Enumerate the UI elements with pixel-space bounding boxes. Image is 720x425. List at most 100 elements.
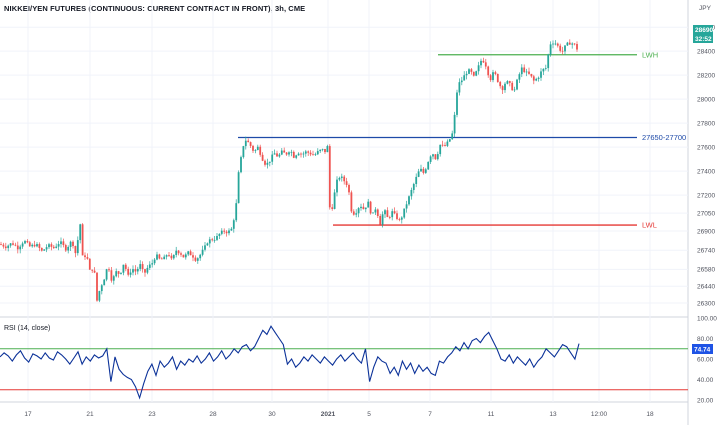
candle-body bbox=[480, 60, 482, 66]
candle-body bbox=[206, 243, 209, 246]
candle-body bbox=[429, 156, 432, 162]
candle-body bbox=[312, 154, 314, 156]
candle-body bbox=[458, 82, 461, 93]
candle-body bbox=[475, 71, 478, 76]
candle-body bbox=[388, 217, 391, 218]
candle-body bbox=[160, 258, 163, 260]
rsi-title: RSI (14, close) bbox=[4, 325, 50, 332]
time-tick-label: 11 bbox=[488, 411, 495, 418]
candle-body bbox=[105, 269, 108, 280]
candle-body bbox=[496, 73, 499, 83]
candle-body bbox=[540, 71, 542, 78]
candle-body bbox=[381, 214, 384, 225]
candle-body bbox=[494, 72, 497, 74]
candle-body bbox=[410, 189, 413, 197]
candle-body bbox=[43, 249, 46, 251]
candle-body bbox=[134, 269, 137, 272]
candle-body bbox=[268, 161, 271, 163]
candle-body bbox=[36, 244, 38, 247]
candle-body bbox=[247, 140, 250, 143]
level-lines: LWH 27650-27700 LWL bbox=[238, 50, 686, 230]
candle-body bbox=[158, 254, 161, 259]
candle-body bbox=[153, 259, 156, 264]
candle-body bbox=[256, 146, 259, 150]
candle-body bbox=[441, 144, 444, 146]
candle-body bbox=[424, 169, 427, 173]
candle-body bbox=[156, 254, 158, 260]
candle-body bbox=[328, 146, 331, 208]
candle-body bbox=[124, 264, 127, 269]
candle-body bbox=[112, 276, 115, 281]
candle-body bbox=[288, 152, 290, 155]
candle-body bbox=[0, 244, 2, 246]
candle-body bbox=[566, 42, 569, 46]
candle-body bbox=[324, 148, 326, 153]
candle-body bbox=[436, 154, 439, 160]
candle-body bbox=[451, 133, 454, 140]
chart-title: NIKKEI/YEN FUTURES (CONTINUOUS: CURRENT … bbox=[4, 4, 306, 13]
candle-body bbox=[547, 54, 550, 69]
candle-body bbox=[170, 255, 173, 259]
candle-body bbox=[225, 231, 228, 234]
rsi-tag-value: 74.74 bbox=[694, 347, 711, 354]
price-tick-label: 27050 bbox=[697, 210, 715, 217]
candle-body bbox=[520, 67, 523, 75]
rsi-tag-bg bbox=[692, 344, 713, 354]
candle-body bbox=[266, 162, 269, 165]
candle-body bbox=[50, 244, 53, 247]
candle-body bbox=[405, 204, 408, 209]
candle-body bbox=[477, 65, 480, 72]
candle-body bbox=[292, 151, 295, 158]
candle-body bbox=[48, 244, 50, 248]
candle-body bbox=[57, 244, 60, 247]
candle-body bbox=[326, 146, 329, 153]
candle-body bbox=[120, 272, 122, 274]
candle-body bbox=[352, 211, 355, 215]
candle-body bbox=[492, 72, 494, 81]
candle-body bbox=[264, 160, 266, 165]
candle-body bbox=[273, 153, 276, 155]
candle-body bbox=[201, 249, 204, 255]
candle-body bbox=[516, 79, 518, 90]
candle-body bbox=[355, 213, 358, 215]
candle-body bbox=[372, 212, 374, 214]
candle-body bbox=[187, 251, 190, 255]
candle-body bbox=[84, 255, 86, 258]
candle-body bbox=[223, 230, 226, 232]
candle-body bbox=[252, 145, 254, 151]
candle-body bbox=[199, 254, 202, 259]
rsi-tick-label: 60.00 bbox=[697, 356, 714, 363]
candle-body bbox=[254, 149, 257, 151]
candle-body bbox=[103, 279, 106, 286]
candle-body bbox=[67, 246, 70, 251]
candle-body bbox=[144, 269, 146, 273]
candle-body bbox=[384, 210, 386, 215]
candle-body bbox=[448, 139, 451, 142]
candle-body bbox=[141, 264, 144, 270]
candle-body bbox=[556, 43, 559, 46]
candle-body bbox=[367, 201, 370, 208]
candle-body bbox=[309, 152, 312, 155]
candle-body bbox=[316, 151, 319, 155]
time-tick-label: 18 bbox=[646, 411, 654, 418]
price-tick-label: 27400 bbox=[697, 168, 715, 175]
time-tick-label: 17 bbox=[24, 411, 32, 418]
candle-body bbox=[374, 209, 377, 213]
candle-body bbox=[122, 264, 125, 273]
candle-body bbox=[532, 76, 535, 81]
candle-body bbox=[470, 69, 473, 72]
candle-body bbox=[189, 251, 192, 256]
candle-body bbox=[240, 157, 242, 173]
candle-body bbox=[345, 181, 348, 185]
candle-body bbox=[300, 153, 302, 155]
time-tick-label: 12:00 bbox=[591, 411, 608, 418]
candle-body bbox=[489, 75, 492, 81]
time-tick-label: 7 bbox=[428, 411, 432, 418]
price-tick-label: 27800 bbox=[697, 120, 715, 127]
candle-body bbox=[343, 176, 346, 182]
candle-body bbox=[192, 255, 194, 258]
candle-body bbox=[117, 271, 120, 274]
candle-body bbox=[528, 71, 530, 74]
candle-body bbox=[204, 245, 206, 250]
